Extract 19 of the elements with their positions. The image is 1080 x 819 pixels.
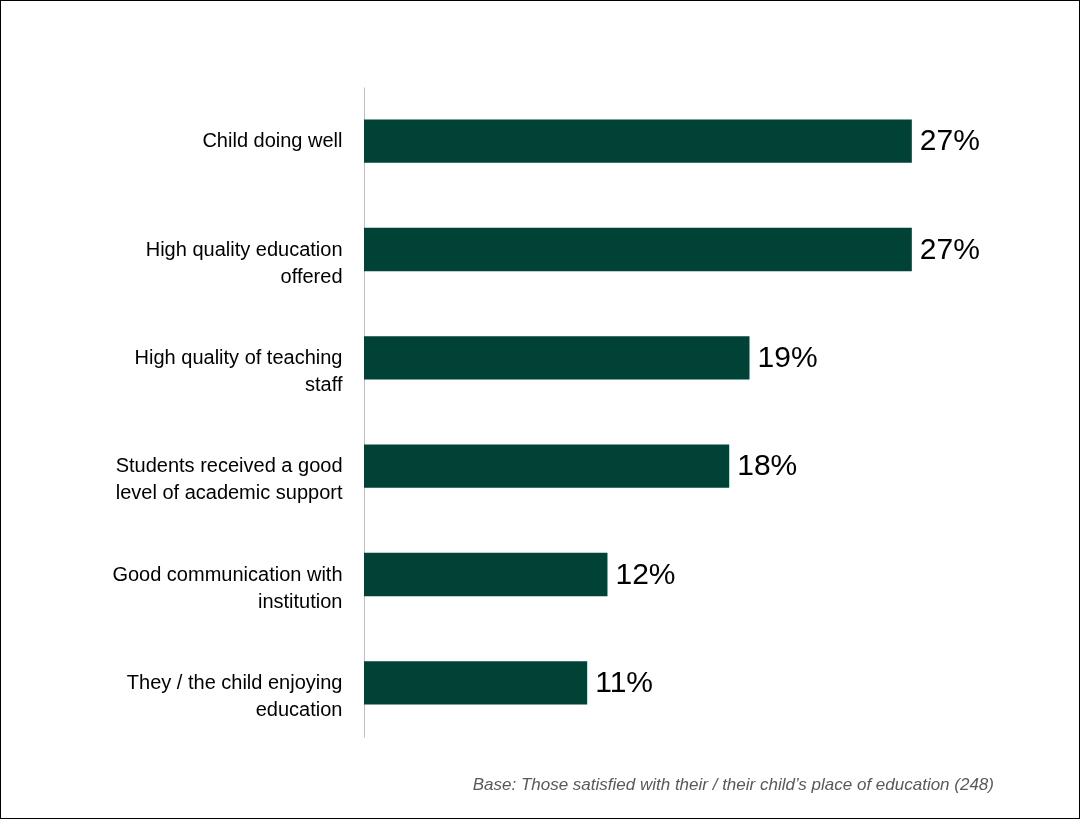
data-label: 19% <box>757 339 818 373</box>
bar <box>364 336 750 380</box>
text: Base: Those satisfied with their / their child’s place of education (248) <box>472 775 994 794</box>
data-label: 27% <box>919 123 980 157</box>
y-tick-label: Students received a good level of academic support <box>115 454 343 504</box>
bar <box>364 552 608 597</box>
y-tick-label: High quality of teaching staff <box>134 345 343 395</box>
data-label: 11% <box>595 664 654 698</box>
bar <box>364 227 912 272</box>
y-tick-label: They / the child enjoying education <box>126 670 343 720</box>
bar <box>364 119 912 163</box>
bar <box>364 661 588 705</box>
data-label: 27% <box>919 231 980 265</box>
data-label: 18% <box>737 448 798 482</box>
y-tick-label: High quality education offered <box>145 237 343 287</box>
y-tick-label: Child doing well <box>202 129 343 152</box>
y-tick-label: Good communication with institution <box>112 562 343 612</box>
bar <box>364 444 730 488</box>
data-label: 12% <box>615 556 676 590</box>
